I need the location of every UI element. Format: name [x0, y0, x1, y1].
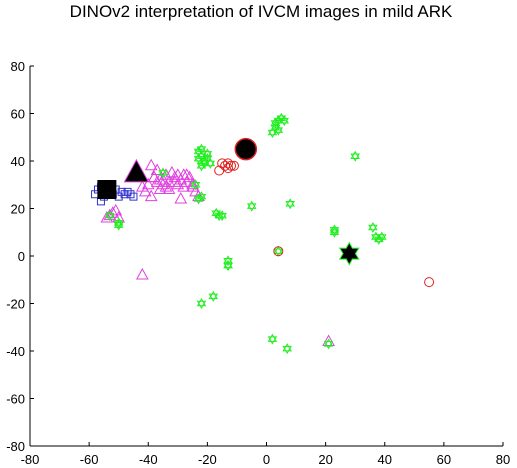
triangle-point	[162, 182, 176, 194]
hexagram-point	[377, 231, 387, 243]
square-point	[123, 187, 132, 196]
triangle-point	[322, 334, 335, 346]
y-tick-label: -60	[6, 392, 25, 407]
hexagram-point	[273, 245, 284, 257]
hexagram-point	[279, 115, 289, 127]
hexagram-point	[223, 260, 233, 271]
hexagram-point	[267, 333, 278, 345]
triangle-point	[165, 165, 179, 178]
triangle-point	[180, 168, 194, 180]
hexagram-point	[246, 200, 257, 212]
hexagram-point	[205, 157, 216, 169]
triangle-point	[171, 168, 185, 180]
hexagram-point	[196, 143, 207, 155]
hexagram-point	[329, 226, 340, 238]
hexagram-point	[193, 153, 204, 165]
y-tick-label: -80	[6, 439, 25, 454]
y-tick-label: -40	[6, 344, 25, 359]
triangle-point	[112, 210, 126, 223]
centroid-square-point	[97, 180, 117, 199]
triangle-point	[168, 175, 182, 187]
hexagram-point	[368, 221, 378, 234]
square-point	[120, 190, 129, 199]
y-tick-label: 0	[18, 249, 25, 264]
hexagram-point	[208, 290, 219, 302]
centroid-triangle-point	[123, 158, 150, 183]
circle-point	[214, 165, 225, 176]
triangle-point	[135, 180, 149, 192]
triangle-point	[141, 177, 155, 190]
hexagram-point	[190, 179, 201, 191]
hexagram-point	[214, 210, 224, 222]
triangle-point	[135, 267, 149, 280]
x-tick-label: -40	[139, 452, 158, 467]
hexagram-point	[273, 124, 284, 136]
triangle-point	[174, 191, 188, 204]
circle-point	[223, 158, 234, 169]
triangle-point	[156, 172, 170, 185]
hexagram-point	[350, 150, 360, 162]
hexagram-point	[158, 167, 168, 179]
triangle-point	[144, 189, 158, 202]
y-axis-ticks: 80 60 40 20 0 -20 -40 -60 -80	[6, 59, 34, 454]
x-tick-label: -80	[21, 452, 40, 467]
triangle-point	[153, 182, 167, 194]
circle-point	[228, 160, 239, 171]
triangle-point	[147, 170, 161, 183]
hexagram-point	[196, 297, 207, 310]
hexagram-point	[285, 198, 295, 210]
square-point	[126, 190, 135, 199]
triangle-point	[168, 170, 182, 183]
triangle-point	[109, 203, 123, 216]
square-point	[117, 187, 126, 196]
y-tick-label: 20	[11, 202, 25, 217]
centroid-hexagram-point	[338, 241, 360, 266]
triangle-point	[186, 177, 199, 190]
triangle-point	[159, 180, 173, 192]
x-tick-label: 80	[496, 452, 510, 467]
circle-point	[273, 246, 284, 257]
x-tick-label: -20	[198, 452, 217, 467]
triangle-point	[147, 170, 161, 183]
hexagram-point	[323, 338, 334, 350]
hexagram-point	[105, 210, 115, 222]
circle-point	[424, 277, 435, 288]
hexagram-point	[282, 343, 292, 355]
x-tick-label: 0	[263, 452, 270, 467]
triangle-point	[150, 163, 164, 175]
x-tick-label: -60	[80, 452, 99, 467]
centroid-circle-point	[234, 137, 258, 161]
square-point	[129, 192, 138, 201]
triangle-point	[183, 170, 196, 183]
hexagram-point	[113, 219, 124, 231]
data-points	[91, 112, 435, 355]
x-tick-label: 40	[378, 452, 392, 467]
hexagram-point	[199, 157, 210, 169]
y-tick-label: 80	[11, 59, 25, 74]
triangle-point	[177, 180, 191, 192]
y-tick-label: 60	[11, 107, 25, 122]
x-tick-label: 20	[318, 452, 332, 467]
axes	[29, 66, 503, 447]
y-tick-label: -20	[6, 297, 25, 312]
hexagram-point	[202, 148, 213, 160]
circle-point	[226, 160, 237, 171]
x-tick-label: 60	[437, 452, 451, 467]
triangle-point	[192, 189, 205, 202]
triangle-point	[144, 158, 158, 171]
chart-title: DINOv2 interpretation of IVCM images in …	[70, 2, 453, 21]
y-tick-label: 40	[11, 154, 25, 169]
x-axis-ticks: -80 -60 -40 -20 0 20 40 60 80	[21, 442, 510, 467]
hexagram-point	[193, 193, 204, 205]
